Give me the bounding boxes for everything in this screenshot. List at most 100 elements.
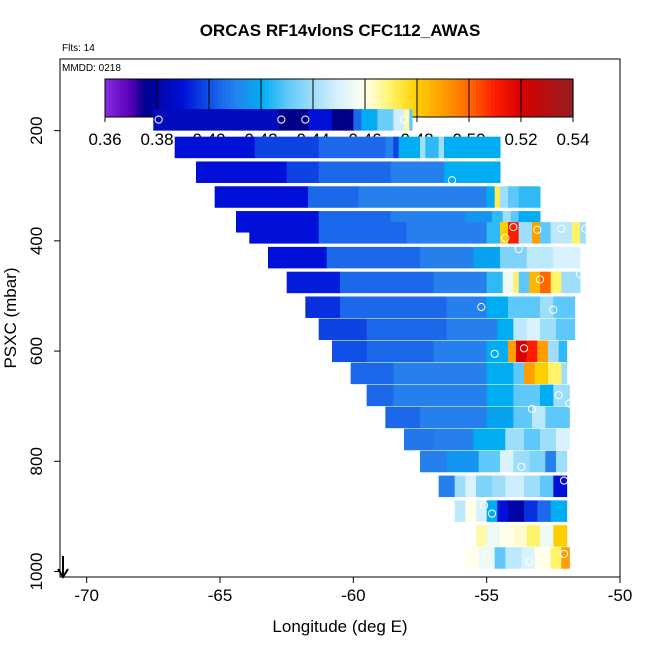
- heatmap-cell: [433, 271, 488, 294]
- sample-point: [581, 224, 590, 233]
- sample-point: [535, 275, 545, 284]
- colorbar-swatch: [194, 79, 200, 117]
- heatmap-cell: [526, 340, 538, 363]
- heatmap-cell: [476, 525, 488, 547]
- colorbar-swatch: [276, 79, 282, 117]
- colorbar-swatch: [105, 79, 110, 117]
- heatmap-cell: [174, 136, 256, 159]
- sample-point: [519, 344, 529, 353]
- sample-points: [154, 115, 590, 566]
- colorbar-swatch: [186, 79, 192, 117]
- heatmap-cell: [366, 340, 434, 363]
- colorbar-swatch: [514, 79, 519, 117]
- colorbar-swatch: [463, 79, 469, 117]
- heatmap-cell: [550, 222, 573, 244]
- colorbar-swatch: [549, 79, 555, 117]
- colorbar-swatch: [561, 79, 566, 117]
- heatmap-cell: [366, 318, 448, 341]
- colorbar-swatch: [428, 79, 434, 117]
- colorbar-swatch: [183, 79, 188, 117]
- colorbar-swatch: [444, 79, 449, 117]
- colorbar-swatch: [483, 79, 488, 117]
- colorbar-swatch: [128, 79, 133, 117]
- colorbar-swatch: [241, 79, 246, 117]
- heatmap-cell: [561, 547, 570, 569]
- heatmap-cell: [529, 450, 546, 473]
- heatmap-cell: [318, 161, 392, 183]
- heatmap-cell: [550, 500, 568, 522]
- heatmap-cell: [438, 136, 445, 159]
- sample-point: [557, 224, 566, 233]
- heatmap-cell: [526, 318, 541, 341]
- colorbar-swatch: [112, 79, 118, 117]
- heatmap-cell: [561, 271, 581, 294]
- colorbar-swatch: [397, 79, 402, 117]
- heatmap-cell: [478, 547, 496, 569]
- colorbar-swatch: [405, 79, 410, 117]
- heatmap-cell: [532, 406, 546, 429]
- heatmap-cell: [465, 475, 477, 498]
- heatmap-cell: [524, 475, 541, 498]
- colorbar-swatch: [288, 79, 293, 117]
- sample-point: [549, 305, 558, 314]
- heatmap-cell: [420, 406, 488, 429]
- heatmap-cell: [540, 428, 557, 451]
- y-axis-label: PSXC (mbar): [1, 267, 20, 368]
- heatmap-cell: [350, 362, 394, 385]
- heatmap-cell: [540, 318, 557, 341]
- y-tick-label: 800: [27, 447, 46, 475]
- colorbar-swatch: [136, 79, 141, 117]
- heatmap-cell: [513, 271, 520, 294]
- heatmap-cell: [340, 296, 448, 318]
- colorbar-swatch: [385, 79, 391, 117]
- heatmap-cell: [476, 475, 493, 498]
- colorbar-swatch: [303, 79, 309, 117]
- colorbar-swatch: [354, 79, 360, 117]
- colorbar-swatch: [292, 79, 297, 117]
- down-arrow-icon: [57, 556, 69, 579]
- heatmap-cell: [393, 136, 400, 159]
- heatmap-cell: [548, 340, 560, 363]
- colorbar-swatch: [510, 79, 516, 117]
- heatmap-cell: [486, 296, 509, 318]
- colorbar-swatch: [456, 79, 461, 117]
- sample-point: [487, 509, 497, 518]
- colorbar-swatch: [315, 79, 321, 117]
- colorbar: [104, 78, 574, 118]
- colorbar-swatch: [557, 79, 562, 117]
- heatmap-cell: [553, 246, 581, 269]
- sample-point: [533, 225, 542, 234]
- colorbar-tick-label: 0.54: [556, 130, 589, 149]
- colorbar-swatch: [471, 79, 477, 117]
- colorbar-swatch: [475, 79, 480, 117]
- heatmap-cell: [486, 222, 501, 244]
- colorbar-swatch: [569, 79, 574, 117]
- x-axis: -70 -65 -60 -55 -50: [74, 577, 632, 605]
- heatmap-cell: [534, 362, 549, 385]
- heatmap-cell: [454, 500, 466, 522]
- colorbar-swatch: [319, 79, 324, 117]
- x-tick-label: -55: [474, 586, 499, 605]
- colorbar-swatch: [268, 79, 274, 117]
- heatmap-cell: [494, 186, 501, 208]
- heatmap-cell: [524, 500, 538, 522]
- heatmap-cell: [318, 222, 408, 244]
- heatmap-cell: [494, 547, 506, 569]
- colorbar-swatch: [132, 79, 137, 117]
- heatmap-cell: [420, 136, 426, 159]
- colorbar-swatch: [530, 79, 535, 117]
- colorbar-tick-label: 0.38: [140, 130, 173, 149]
- colorbar-swatch: [108, 79, 114, 117]
- chart-title: ORCAS RF14vlonS CFC112_AWAS: [200, 21, 481, 40]
- heatmap-cell: [393, 362, 488, 385]
- colorbar-swatch: [245, 79, 250, 117]
- heatmap-cell: [308, 109, 333, 131]
- x-tick-label: -50: [608, 586, 633, 605]
- heatmap-cell: [526, 525, 541, 547]
- heatmap-cell: [486, 500, 498, 522]
- colorbar-swatch: [261, 79, 266, 117]
- heatmap-cell: [537, 500, 552, 522]
- heatmap-cell: [518, 271, 530, 294]
- heatmap-cell: [486, 271, 504, 294]
